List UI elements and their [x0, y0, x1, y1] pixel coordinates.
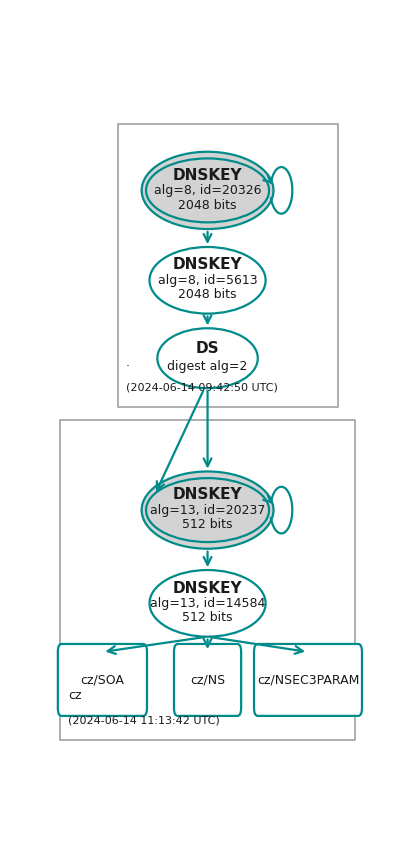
- FancyBboxPatch shape: [174, 644, 241, 716]
- Text: DNSKEY: DNSKEY: [173, 258, 242, 272]
- Text: cz: cz: [68, 689, 81, 702]
- Ellipse shape: [149, 247, 266, 314]
- Text: alg=13, id=14584: alg=13, id=14584: [150, 597, 265, 610]
- Text: DNSKEY: DNSKEY: [173, 487, 242, 503]
- FancyBboxPatch shape: [58, 644, 147, 716]
- Text: (2024-06-14 11:13:42 UTC): (2024-06-14 11:13:42 UTC): [68, 715, 220, 725]
- Text: 512 bits: 512 bits: [182, 518, 233, 531]
- Text: DNSKEY: DNSKEY: [173, 168, 242, 183]
- FancyBboxPatch shape: [254, 644, 362, 716]
- Text: DS: DS: [196, 342, 220, 356]
- Ellipse shape: [149, 570, 266, 637]
- Text: (2024-06-14 09:42:50 UTC): (2024-06-14 09:42:50 UTC): [126, 382, 278, 392]
- Text: cz/SOA: cz/SOA: [81, 674, 124, 687]
- Text: DNSKEY: DNSKEY: [173, 580, 242, 595]
- Text: .: .: [126, 356, 130, 368]
- Text: cz/NS: cz/NS: [190, 674, 225, 687]
- Ellipse shape: [157, 328, 258, 388]
- Text: 2048 bits: 2048 bits: [178, 288, 237, 302]
- FancyBboxPatch shape: [118, 124, 338, 407]
- Ellipse shape: [142, 471, 273, 548]
- Text: digest alg=2: digest alg=2: [167, 361, 248, 374]
- FancyBboxPatch shape: [60, 420, 355, 740]
- Ellipse shape: [142, 151, 273, 229]
- Text: alg=13, id=20237: alg=13, id=20237: [150, 503, 265, 516]
- Text: cz/NSEC3PARAM: cz/NSEC3PARAM: [257, 674, 359, 687]
- Text: 512 bits: 512 bits: [182, 612, 233, 625]
- Text: 2048 bits: 2048 bits: [178, 199, 237, 212]
- Text: alg=8, id=20326: alg=8, id=20326: [154, 184, 261, 197]
- Text: alg=8, id=5613: alg=8, id=5613: [158, 274, 257, 287]
